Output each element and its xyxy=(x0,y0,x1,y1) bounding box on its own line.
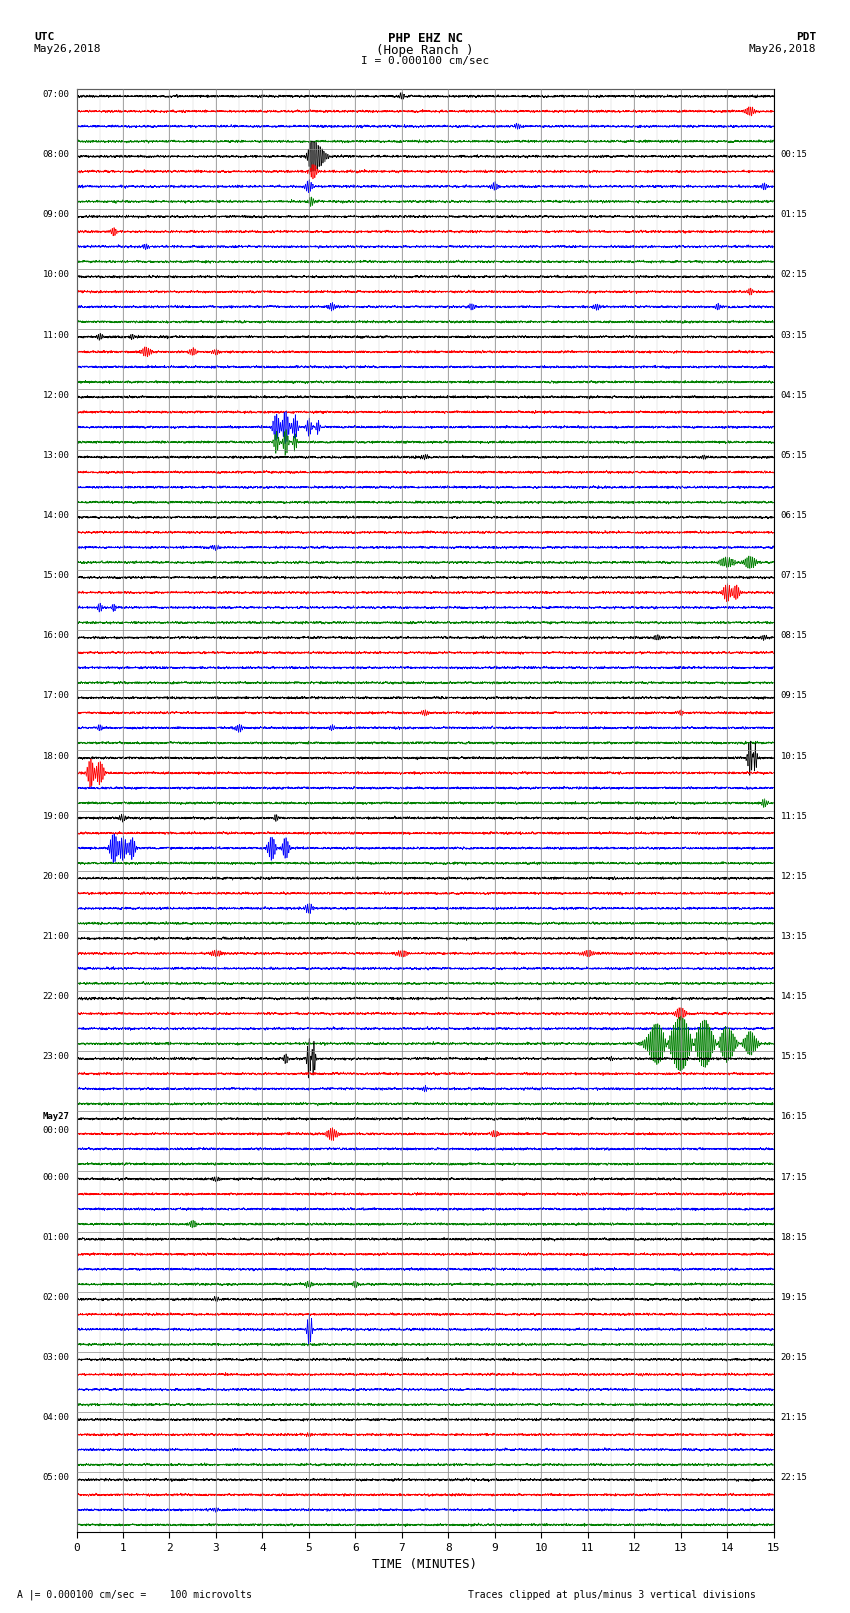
Text: 11:00: 11:00 xyxy=(42,331,70,339)
Text: 03:00: 03:00 xyxy=(42,1353,70,1361)
Text: 17:15: 17:15 xyxy=(780,1173,808,1182)
Text: 05:00: 05:00 xyxy=(42,1473,70,1482)
Text: 17:00: 17:00 xyxy=(42,692,70,700)
Text: 21:00: 21:00 xyxy=(42,932,70,940)
Text: UTC: UTC xyxy=(34,32,54,42)
Text: 09:00: 09:00 xyxy=(42,210,70,219)
Text: 18:00: 18:00 xyxy=(42,752,70,761)
X-axis label: TIME (MINUTES): TIME (MINUTES) xyxy=(372,1558,478,1571)
Text: 12:00: 12:00 xyxy=(42,390,70,400)
Text: 12:15: 12:15 xyxy=(780,873,808,881)
Text: 13:15: 13:15 xyxy=(780,932,808,940)
Text: 22:15: 22:15 xyxy=(780,1473,808,1482)
Text: May26,2018: May26,2018 xyxy=(749,44,816,53)
Text: 05:15: 05:15 xyxy=(780,450,808,460)
Text: 20:00: 20:00 xyxy=(42,873,70,881)
Text: 14:00: 14:00 xyxy=(42,511,70,519)
Text: 04:00: 04:00 xyxy=(42,1413,70,1423)
Text: 15:00: 15:00 xyxy=(42,571,70,581)
Text: 16:15: 16:15 xyxy=(780,1113,808,1121)
Text: 20:15: 20:15 xyxy=(780,1353,808,1361)
Text: 11:15: 11:15 xyxy=(780,811,808,821)
Text: 09:15: 09:15 xyxy=(780,692,808,700)
Text: 08:00: 08:00 xyxy=(42,150,70,160)
Text: 13:00: 13:00 xyxy=(42,450,70,460)
Text: 02:00: 02:00 xyxy=(42,1294,70,1302)
Text: 02:15: 02:15 xyxy=(780,271,808,279)
Text: 10:00: 10:00 xyxy=(42,271,70,279)
Text: 21:15: 21:15 xyxy=(780,1413,808,1423)
Text: 10:15: 10:15 xyxy=(780,752,808,761)
Text: (Hope Ranch ): (Hope Ranch ) xyxy=(377,44,473,56)
Text: 16:00: 16:00 xyxy=(42,631,70,640)
Text: PDT: PDT xyxy=(796,32,816,42)
Text: 07:15: 07:15 xyxy=(780,571,808,581)
Text: I = 0.000100 cm/sec: I = 0.000100 cm/sec xyxy=(361,56,489,66)
Text: 01:00: 01:00 xyxy=(42,1232,70,1242)
Text: May27: May27 xyxy=(42,1113,70,1121)
Text: 22:00: 22:00 xyxy=(42,992,70,1002)
Text: PHP EHZ NC: PHP EHZ NC xyxy=(388,32,462,45)
Text: A |= 0.000100 cm/sec =    100 microvolts: A |= 0.000100 cm/sec = 100 microvolts xyxy=(17,1589,252,1600)
Text: 15:15: 15:15 xyxy=(780,1052,808,1061)
Text: 00:00: 00:00 xyxy=(42,1173,70,1182)
Text: 07:00: 07:00 xyxy=(42,90,70,98)
Text: 06:15: 06:15 xyxy=(780,511,808,519)
Text: 00:15: 00:15 xyxy=(780,150,808,160)
Text: 03:15: 03:15 xyxy=(780,331,808,339)
Text: 18:15: 18:15 xyxy=(780,1232,808,1242)
Text: 19:00: 19:00 xyxy=(42,811,70,821)
Text: 23:00: 23:00 xyxy=(42,1052,70,1061)
Text: Traces clipped at plus/minus 3 vertical divisions: Traces clipped at plus/minus 3 vertical … xyxy=(468,1590,756,1600)
Text: 08:15: 08:15 xyxy=(780,631,808,640)
Text: 01:15: 01:15 xyxy=(780,210,808,219)
Text: 04:15: 04:15 xyxy=(780,390,808,400)
Text: 00:00: 00:00 xyxy=(42,1126,70,1136)
Text: May26,2018: May26,2018 xyxy=(34,44,101,53)
Text: 19:15: 19:15 xyxy=(780,1294,808,1302)
Text: 14:15: 14:15 xyxy=(780,992,808,1002)
